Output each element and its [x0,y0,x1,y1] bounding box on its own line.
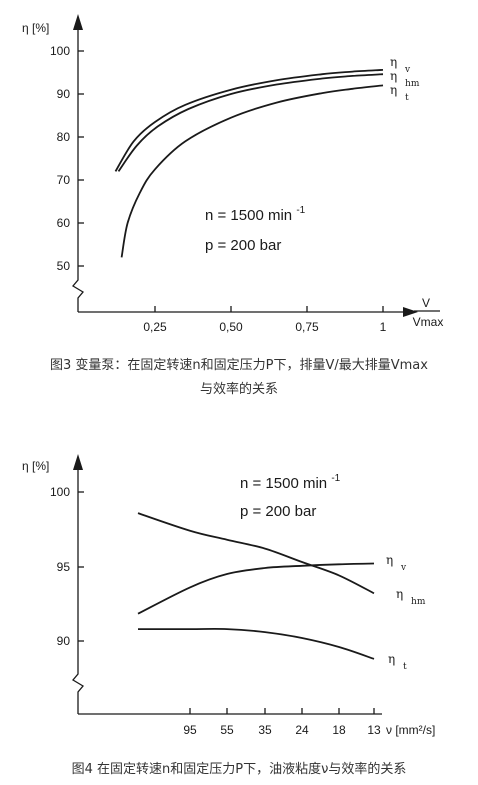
y-axis-arrow [73,454,83,470]
annotation-speed-text: n = 1500 min [205,207,292,224]
y-axis-unit-label: η [%] [22,459,49,473]
annotation-speed: n = 1500 min -1 [205,205,306,224]
series-label-eta-t-symbol: η [390,83,397,97]
y-tick-label: 100 [50,485,70,499]
y-tick-label: 100 [50,44,70,58]
caption-fig3-line2: 与效率的关系 [199,382,278,397]
y-tick-label: 95 [57,560,71,574]
series-label-eta-v-symbol: η [390,55,397,69]
x-axis-label-denominator: Vmax [413,315,444,329]
y-ticks: 100 95 90 [50,485,84,648]
y-axis-line [72,468,84,714]
y-tick-label: 90 [57,87,71,101]
annotation-speed-exponent: -1 [296,205,305,216]
series-label-eta-t: η t [388,652,407,672]
series-label-eta-t: η t [390,83,409,103]
series-line-eta-hm [137,512,375,595]
caption-fig4: 图4 在固定转速n和固定压力P下，油液粘度ν与效率的关系 [0,758,478,782]
chart-fig3-svg: η [%] 100 90 80 70 60 50 0,25 0 [22,14,444,334]
chart-fig3: η [%] 100 90 80 70 60 50 0,25 0 [0,0,478,350]
y-axis-unit-label: η [%] [22,21,49,35]
y-axis-arrow [73,14,83,30]
x-ticks: 95 55 35 24 18 13 [183,708,381,737]
annotation-pressure: p = 200 bar [205,237,281,254]
y-tick-label: 90 [57,634,71,648]
y-tick-label: 80 [57,130,71,144]
x-tick-label: 1 [380,320,387,334]
annotation-speed: n = 1500 min -1 [240,473,341,492]
series-label-eta-hm-symbol: η [390,69,397,83]
x-tick-label: 0,75 [295,320,319,334]
x-tick-label: 35 [258,723,272,737]
x-axis-unit-label: ν [mm²/s] [386,723,435,737]
x-tick-label: 0,50 [219,320,243,334]
annotation-speed-exponent: -1 [331,473,340,484]
x-axis-arrow [403,307,418,317]
chart-fig4: η [%] 100 95 90 95 55 35 24 18 13 [0,452,478,742]
caption-fig3-line1: 图3 变量泵：在固定转速n和固定压力P下，排量V/最大排量Vmax [50,358,428,373]
series-label-eta-t-symbol: η [388,652,395,666]
series-line-eta-t [120,84,384,258]
series-line-eta-v [114,69,384,172]
y-tick-label: 50 [57,259,71,273]
annotation-speed-text: n = 1500 min [240,475,327,492]
series-label-eta-v: η v [390,55,411,75]
y-ticks: 100 90 80 70 60 50 [50,44,84,273]
caption-fig4-line: 图4 在固定转速n和固定压力P下，油液粘度ν与效率的关系 [71,762,407,777]
y-tick-label: 70 [57,173,71,187]
series-label-eta-hm: η hm [396,587,426,607]
x-tick-label: 24 [295,723,309,737]
series-label-eta-hm-symbol: η [396,587,403,601]
series-label-eta-v-sub: v [404,65,411,75]
series-label-eta-t-sub: t [405,93,409,103]
caption-fig3: 图3 变量泵：在固定转速n和固定压力P下，排量V/最大排量Vmax 与效率的关系 [0,354,478,402]
series-line-eta-t [138,627,375,660]
series-label-eta-hm-sub: hm [411,597,426,607]
annotation-pressure: p = 200 bar [240,503,316,520]
x-ticks: 0,25 0,50 0,75 1 [143,306,387,334]
x-tick-label: 95 [183,723,197,737]
x-tick-label: 18 [332,723,346,737]
series-line-eta-hm [117,73,384,172]
x-axis-label-numerator: V [422,296,430,310]
series-label-eta-hm-sub: hm [405,79,420,89]
x-tick-label: 55 [220,723,234,737]
chart-fig4-svg: η [%] 100 95 90 95 55 35 24 18 13 [22,454,435,737]
series-label-eta-v-symbol: η [386,553,393,567]
series-line-eta-v [137,562,375,615]
series-label-eta-t-sub: t [403,662,407,672]
y-axis-line [72,28,84,312]
x-tick-label: 0,25 [143,320,167,334]
series-label-eta-v: η v [386,553,407,573]
series-label-eta-v-sub: v [400,563,407,573]
y-tick-label: 60 [57,216,71,230]
series-label-eta-hm: η hm [390,69,420,89]
x-tick-label: 13 [367,723,381,737]
